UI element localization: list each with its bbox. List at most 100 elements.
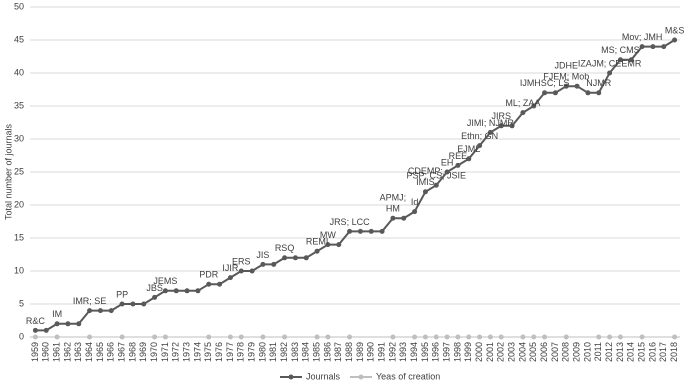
creation-point [325, 334, 331, 340]
x-tick-label: 2003 [506, 342, 516, 362]
journal-point [487, 129, 493, 135]
journal-point [357, 228, 363, 234]
journal-point [97, 308, 103, 314]
creation-point [162, 334, 168, 340]
journal-point [206, 281, 212, 287]
journal-point [336, 242, 342, 248]
creation-point [260, 334, 266, 340]
annotation: JRS; LCC [330, 217, 371, 227]
creation-point [87, 334, 93, 340]
journal-point [217, 281, 223, 287]
journal-point [552, 90, 558, 96]
annotation: APMJ; [380, 193, 407, 203]
x-tick-label: 1974 [192, 342, 202, 362]
x-tick-label: 2012 [604, 342, 614, 362]
x-tick-label: 1985 [311, 342, 321, 362]
journal-point [650, 44, 656, 50]
y-tick-label: 50 [14, 1, 24, 11]
y-tick-label: 30 [14, 133, 24, 143]
journal-point [498, 123, 504, 129]
y-tick-label: 45 [14, 34, 24, 44]
journal-point [43, 327, 49, 333]
journal-point [130, 301, 136, 307]
creation-point [433, 334, 439, 340]
x-tick-label: 2010 [582, 342, 592, 362]
journal-point [249, 268, 255, 274]
creation-point [498, 334, 504, 340]
x-tick-label: 2013 [615, 342, 625, 362]
x-tick-label: 1992 [387, 342, 397, 362]
creation-point [119, 334, 125, 340]
x-tick-label: 1995 [420, 342, 430, 362]
x-tick-label: 1960 [41, 342, 51, 362]
x-tick-label: 1986 [322, 342, 332, 362]
journal-point [162, 288, 168, 294]
creation-point [152, 334, 158, 340]
journal-point [227, 275, 233, 281]
journal-point [292, 255, 298, 261]
creation-point [563, 334, 569, 340]
annotation: NJMR [586, 78, 611, 88]
x-tick-label: 1997 [441, 342, 451, 362]
y-tick-label: 15 [14, 232, 24, 242]
x-tick-label: 1975 [203, 342, 213, 362]
journal-point [379, 228, 385, 234]
x-tick-label: 1961 [51, 342, 61, 362]
journal-point [412, 209, 418, 215]
series-line [35, 39, 676, 332]
journal-point [152, 294, 158, 300]
journal-point [628, 57, 634, 63]
x-tick-label: 1991 [376, 342, 386, 362]
creation-point [531, 334, 537, 340]
journal-point [54, 321, 60, 327]
x-tick-label: 1980 [257, 342, 267, 362]
journal-point [325, 242, 331, 248]
annotation: PP [116, 289, 128, 299]
creation-point [607, 334, 613, 340]
journal-point [585, 90, 591, 96]
annotation: JDHE [554, 61, 578, 71]
y-axis-title: Total number of journals [3, 123, 13, 220]
creation-point [238, 334, 244, 340]
journal-point [271, 261, 277, 267]
journal-point [141, 301, 147, 307]
annotation: IJIR [222, 263, 239, 273]
annotation: JIRS [491, 111, 511, 121]
x-tick-label: 1999 [463, 342, 473, 362]
journal-point [607, 70, 613, 76]
x-tick-label: 1971 [160, 342, 170, 362]
creation-point [54, 334, 60, 340]
legend-label: Journals [306, 371, 341, 381]
journal-point [260, 261, 266, 267]
x-tick-label: 1965 [95, 342, 105, 362]
annotation: MW [320, 230, 336, 240]
annotation: CDEMP; [408, 166, 443, 176]
annotation: IJMHSC; LS [520, 78, 570, 88]
creation-point [422, 334, 428, 340]
annotation: Mov; JMH [622, 32, 663, 42]
annotation: Ethn; GN [461, 131, 498, 141]
y-tick-label: 5 [19, 298, 24, 308]
x-tick-label: 1973 [181, 342, 191, 362]
journal-point [563, 83, 569, 89]
journal-point [617, 57, 623, 63]
y-tick-label: 0 [19, 331, 24, 341]
x-tick-label: 2009 [571, 342, 581, 362]
journal-point [314, 248, 320, 254]
x-tick-label: 2006 [539, 342, 549, 362]
annotation: PDR [199, 270, 219, 280]
annotation: EH [441, 157, 454, 167]
creation-point [542, 334, 548, 340]
creation-point [390, 334, 396, 340]
journal-point [184, 288, 190, 294]
legend-swatch-marker [358, 374, 364, 380]
annotation: MS; CMS [601, 45, 640, 55]
annotation: IM [52, 309, 62, 319]
journal-point [195, 288, 201, 294]
x-tick-label: 1978 [236, 342, 246, 362]
x-tick-label: 1963 [73, 342, 83, 362]
y-tick-label: 20 [14, 199, 24, 209]
x-tick-label: 1990 [366, 342, 376, 362]
x-tick-label: 1998 [452, 342, 462, 362]
x-tick-label: 1984 [301, 342, 311, 362]
